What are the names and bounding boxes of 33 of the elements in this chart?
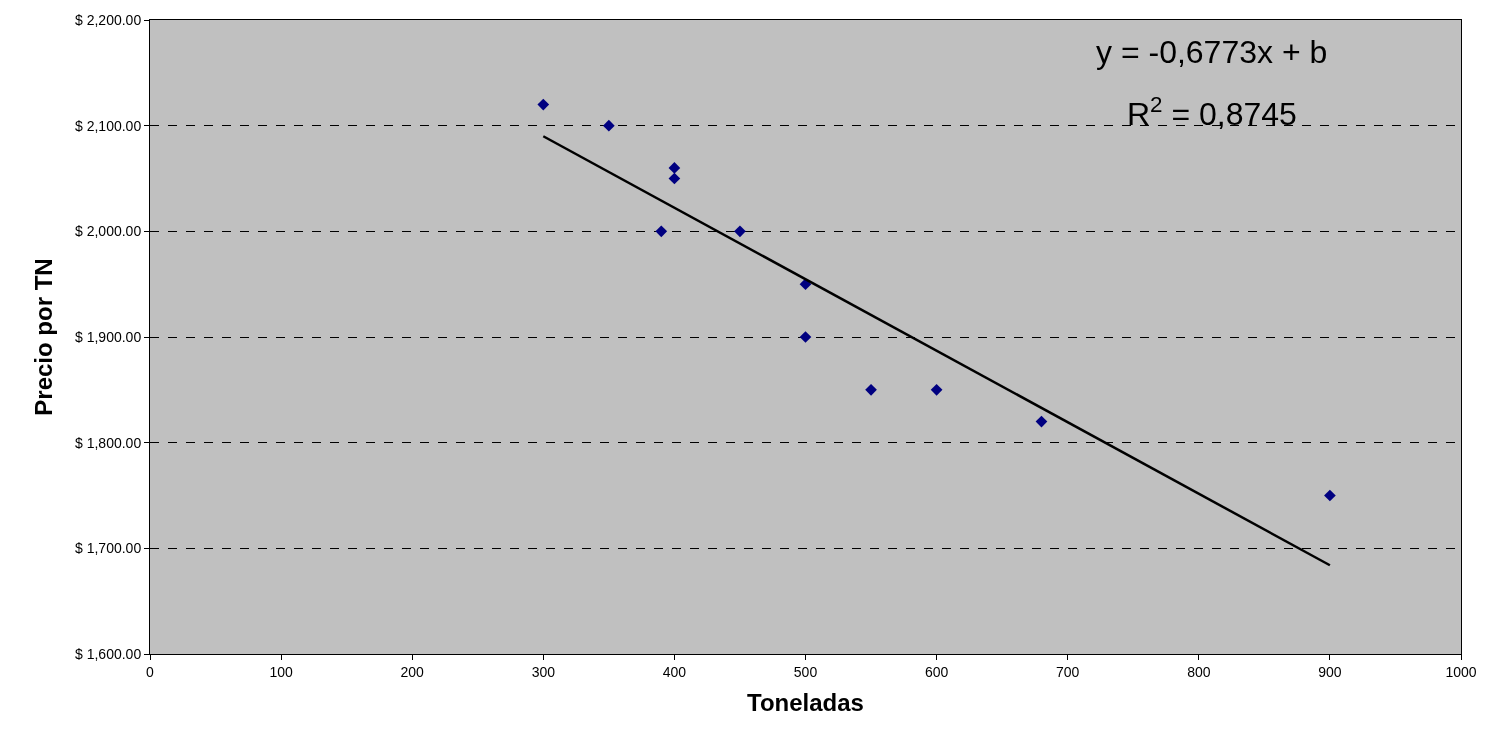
x-tick-label: 400 <box>662 663 687 680</box>
x-tick-label: 900 <box>1318 663 1342 680</box>
point <box>1035 415 1048 428</box>
x-tick-label: 500 <box>793 663 818 680</box>
point <box>734 225 746 238</box>
annotation: R$^{2}$ = 0,8745 <box>1127 92 1297 133</box>
x-tick-label: 100 <box>269 663 293 680</box>
x-tick-label: 0 <box>146 663 155 680</box>
point <box>668 162 681 174</box>
x-tick-label: 600 <box>924 663 949 680</box>
x-tick-label: 800 <box>1187 663 1211 680</box>
point <box>799 331 812 343</box>
x-tick-label: 300 <box>531 663 556 680</box>
y-tick-label: $ 2,100.00 <box>75 117 142 134</box>
point <box>655 225 668 238</box>
x-tick-label: 200 <box>400 663 425 680</box>
point <box>537 98 550 111</box>
y-tick-label: $ 2,200.00 <box>75 11 142 28</box>
point <box>1324 489 1336 502</box>
point <box>865 383 877 396</box>
y-tick-label: $ 1,800.00 <box>75 434 142 451</box>
x-axis-title: Toneladas <box>747 689 864 717</box>
point <box>603 119 615 132</box>
y-axis-title: Precio por TN <box>30 258 58 416</box>
x-tick-label: 1000 <box>1445 663 1477 680</box>
y-tick-label: $ 1,900.00 <box>75 328 142 345</box>
y-tick-label: $ 1,600.00 <box>75 645 142 662</box>
y-tick-label: $ 2,000.00 <box>75 223 142 240</box>
point <box>668 172 681 185</box>
x-tick-label: 700 <box>1056 663 1080 680</box>
y-tick-label: $ 1,700.00 <box>75 540 142 557</box>
point <box>930 383 943 396</box>
annotation: y = -0,6773x + b <box>1096 34 1328 70</box>
